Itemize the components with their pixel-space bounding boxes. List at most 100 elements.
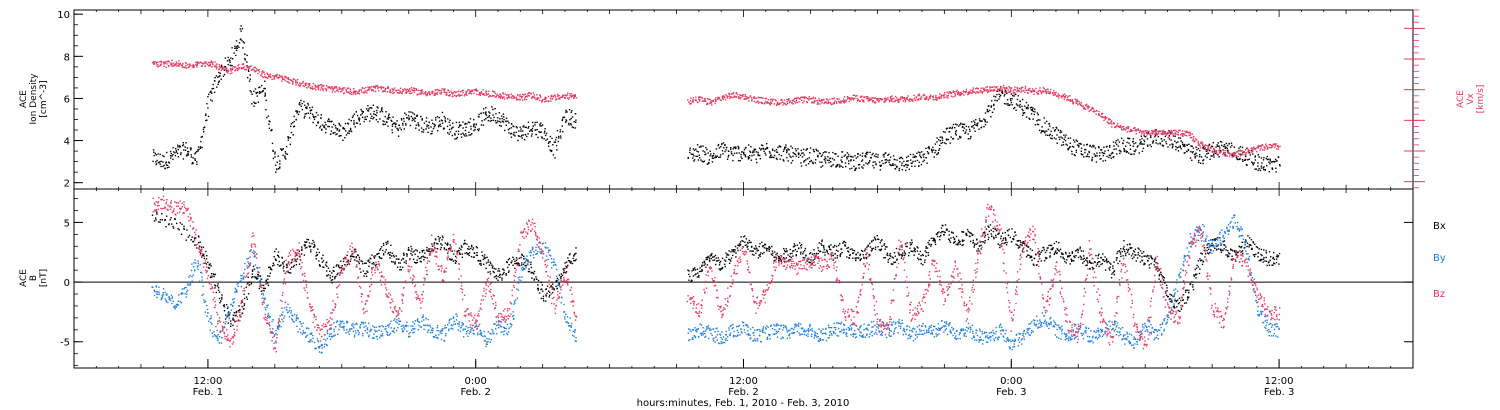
data-point-s0 xyxy=(165,164,168,166)
data-point-s0 xyxy=(1206,153,1208,155)
data-point-s0 xyxy=(203,127,205,129)
data-point-s0 xyxy=(724,144,726,146)
data-point-s0 xyxy=(460,245,463,247)
data-point-s0 xyxy=(540,136,543,138)
data-point-s0 xyxy=(327,274,329,276)
data-point-s1 xyxy=(813,102,815,104)
data-point-s1 xyxy=(461,94,463,96)
data-point-s0 xyxy=(452,260,454,262)
data-point-s1 xyxy=(754,97,756,99)
data-point-s1 xyxy=(929,95,932,97)
data-point-s1 xyxy=(735,95,737,98)
data-point-s1 xyxy=(741,94,743,97)
data-point-s0 xyxy=(1069,142,1071,144)
data-point-s0 xyxy=(415,124,418,126)
data-point-s0 xyxy=(1226,147,1228,150)
data-point-s0 xyxy=(1103,146,1105,148)
data-point-s1 xyxy=(835,101,838,103)
data-point-s0 xyxy=(190,156,193,158)
data-point-s0 xyxy=(247,282,249,285)
data-point-s0 xyxy=(480,264,482,266)
data-point-s0 xyxy=(285,145,288,148)
data-point-s0 xyxy=(1202,162,1204,165)
data-point-s0 xyxy=(233,52,235,54)
data-point-s0 xyxy=(470,128,472,130)
data-point-s1 xyxy=(157,63,159,66)
data-point-s1 xyxy=(268,75,270,78)
data-point-s0 xyxy=(336,273,338,276)
data-point-s0 xyxy=(990,116,992,118)
data-point-s0 xyxy=(304,104,306,106)
data-point-s0 xyxy=(821,154,824,156)
data-point-s0 xyxy=(194,152,197,154)
data-point-s1 xyxy=(523,94,525,96)
data-point-s1 xyxy=(517,98,519,101)
data-point-s0 xyxy=(251,103,253,105)
data-point-s0 xyxy=(823,158,825,160)
data-point-s1 xyxy=(891,95,893,97)
data-point-s1 xyxy=(1224,149,1226,152)
data-point-s0 xyxy=(1005,89,1007,92)
data-point-s0 xyxy=(415,115,418,117)
data-point-s1 xyxy=(360,89,362,91)
data-point-s1 xyxy=(485,91,487,93)
data-point-s0 xyxy=(211,276,213,278)
data-point-s0 xyxy=(692,153,694,155)
data-point-s1 xyxy=(188,66,190,68)
data-point-s1 xyxy=(890,96,892,99)
data-point-s0 xyxy=(411,119,413,122)
data-point-s1 xyxy=(424,92,426,95)
data-point-s0 xyxy=(835,166,837,168)
data-point-s0 xyxy=(1264,169,1266,171)
data-point-s1 xyxy=(377,87,379,89)
data-point-s1 xyxy=(249,65,251,67)
data-point-s1 xyxy=(723,95,725,97)
data-point-s0 xyxy=(941,141,944,144)
data-point-s1 xyxy=(924,98,926,100)
data-point-s0 xyxy=(782,159,784,161)
data-point-s1 xyxy=(545,97,548,99)
data-point-s1 xyxy=(285,76,287,78)
data-point-s1 xyxy=(1096,110,1098,112)
data-point-s0 xyxy=(1054,129,1057,131)
data-point-s0 xyxy=(194,158,196,160)
data-point-s0 xyxy=(1225,142,1227,145)
data-point-s0 xyxy=(183,228,185,230)
data-point-s0 xyxy=(487,119,490,122)
data-point-s1 xyxy=(1238,153,1240,155)
data-point-s1 xyxy=(1006,87,1008,90)
data-point-s0 xyxy=(1022,114,1024,117)
data-point-s1 xyxy=(261,73,263,75)
data-point-s0 xyxy=(450,259,452,261)
data-point-s0 xyxy=(179,222,181,224)
data-point-s0 xyxy=(1212,154,1215,156)
data-point-s0 xyxy=(1128,142,1130,144)
data-point-s0 xyxy=(314,245,316,247)
data-point-s0 xyxy=(1042,130,1045,133)
data-point-s0 xyxy=(431,119,433,121)
data-point-s0 xyxy=(477,129,480,132)
data-point-s0 xyxy=(926,151,929,153)
data-point-s1 xyxy=(257,72,259,75)
data-point-s1 xyxy=(218,65,221,68)
data-point-s0 xyxy=(757,154,759,157)
data-point-s1 xyxy=(1014,92,1016,94)
data-point-s0 xyxy=(1075,139,1077,141)
data-point-s1 xyxy=(932,95,934,97)
data-point-s0 xyxy=(1237,158,1239,161)
data-point-s1 xyxy=(425,91,427,93)
data-point-s0 xyxy=(293,264,295,267)
data-point-s0 xyxy=(693,149,696,151)
data-point-s0 xyxy=(720,146,722,148)
data-point-s0 xyxy=(493,271,495,274)
data-point-s1 xyxy=(695,99,697,101)
data-point-s1 xyxy=(1101,116,1104,118)
data-point-s0 xyxy=(223,306,226,308)
data-point-s0 xyxy=(238,305,240,307)
data-point-s0 xyxy=(255,91,257,94)
data-point-s0 xyxy=(1083,156,1085,158)
data-point-s0 xyxy=(370,258,372,260)
data-point-s0 xyxy=(483,254,486,256)
data-point-s0 xyxy=(226,316,228,318)
data-point-s1 xyxy=(1046,91,1048,93)
